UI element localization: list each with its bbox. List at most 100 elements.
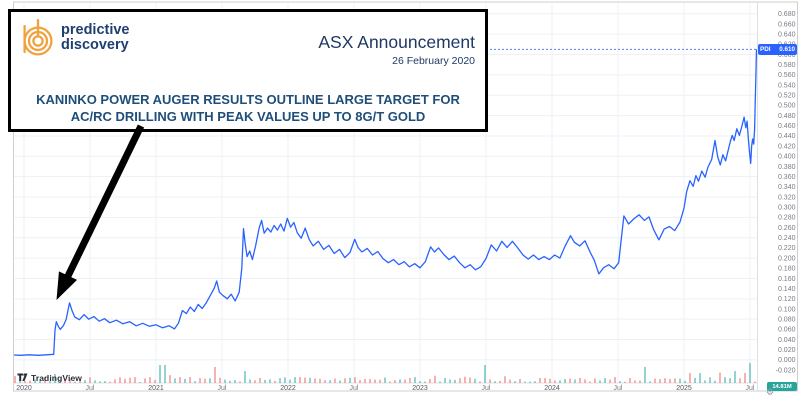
y-axis-tick-label[interactable]: 0.420: [778, 143, 796, 150]
y-axis-tick-label[interactable]: 0.180: [778, 266, 796, 273]
volume-bar: [419, 381, 421, 383]
y-axis-tick-label[interactable]: 0.100: [778, 306, 796, 313]
y-axis-tick-label[interactable]: 0.380: [778, 164, 796, 171]
volume-bar: [34, 379, 36, 383]
x-axis-tick-label[interactable]: Jul: [482, 385, 491, 392]
y-axis-tick-label[interactable]: 0.660: [778, 21, 796, 28]
y-axis-tick-label[interactable]: -0.020: [776, 367, 796, 374]
volume-bar: [294, 377, 296, 383]
volume-bar: [554, 380, 556, 383]
volume-bar: [249, 379, 251, 383]
volume-bar: [264, 379, 266, 383]
volume-bar: [344, 378, 346, 383]
volume-bar: [194, 381, 196, 383]
y-axis-tick-label[interactable]: 0.000: [778, 357, 796, 364]
volume-bar: [214, 367, 216, 383]
volume-bar: [104, 381, 106, 383]
volume-bar: [129, 377, 131, 383]
volume-bar: [329, 380, 331, 383]
volume-bar: [509, 379, 511, 383]
volume-bar: [669, 379, 671, 383]
price-tag-value: 0.610: [779, 46, 795, 53]
volume-bar: [664, 378, 666, 383]
y-axis-tick-label[interactable]: 0.320: [778, 194, 796, 201]
volume-bar: [604, 378, 606, 383]
volume-bar: [584, 379, 586, 383]
y-axis-tick-label[interactable]: 0.280: [778, 215, 796, 222]
y-axis-tick-label[interactable]: 0.120: [778, 296, 796, 303]
y-axis-tick-label[interactable]: 0.140: [778, 286, 796, 293]
volume-bar: [349, 377, 351, 383]
y-axis-tick-label[interactable]: 0.060: [778, 327, 796, 334]
volume-bar: [654, 378, 656, 383]
volume-bar: [74, 381, 76, 383]
tradingview-watermark[interactable]: TradingView: [17, 372, 82, 383]
y-axis-tick-label[interactable]: 0.640: [778, 31, 796, 38]
x-axis-tick-label[interactable]: 2024: [544, 385, 560, 392]
x-axis-tick-label[interactable]: Jul: [746, 385, 755, 392]
x-axis-tick-label[interactable]: 2025: [676, 385, 692, 392]
volume-bar: [644, 367, 646, 383]
y-axis-tick-label[interactable]: 0.160: [778, 276, 796, 283]
y-axis-tick-label[interactable]: 0.600: [778, 52, 796, 59]
y-axis-tick-label[interactable]: 0.580: [778, 62, 796, 69]
volume-bar: [174, 378, 176, 383]
volume-bar: [694, 377, 696, 383]
gear-icon[interactable]: ⚙: [766, 388, 775, 398]
volume-bar: [409, 378, 411, 383]
y-axis-tick-label[interactable]: 0.460: [778, 123, 796, 130]
volume-bar: [369, 379, 371, 383]
volume-bar: [239, 381, 241, 383]
y-axis-tick-label[interactable]: 0.540: [778, 82, 796, 89]
y-axis-tick-label[interactable]: 0.400: [778, 154, 796, 161]
logo-word-1: predictive: [61, 22, 130, 38]
x-axis-tick-label[interactable]: Jul: [614, 385, 623, 392]
x-axis-tick-label[interactable]: 2022: [280, 385, 296, 392]
volume-bar: [729, 378, 731, 383]
volume-bar: [544, 378, 546, 383]
y-axis-tick-label[interactable]: 0.340: [778, 184, 796, 191]
volume-bar: [64, 378, 66, 383]
volume-bar: [444, 378, 446, 383]
volume-bar: [19, 379, 21, 383]
volume-bar: [209, 378, 211, 383]
volume-bar: [179, 377, 181, 383]
volume-bar: [469, 377, 471, 383]
y-axis-tick-label[interactable]: 0.240: [778, 235, 796, 242]
volume-bar: [639, 380, 641, 383]
x-axis-tick-label[interactable]: Jul: [350, 385, 359, 392]
y-axis-tick-label[interactable]: 0.480: [778, 113, 796, 120]
x-axis-tick-label[interactable]: 2020: [16, 385, 32, 392]
volume-bar: [284, 377, 286, 383]
y-axis-tick-label[interactable]: 0.200: [778, 255, 796, 262]
volume-bar: [199, 377, 201, 383]
volume-bar: [714, 380, 716, 383]
x-axis-tick-label[interactable]: Jul: [218, 385, 227, 392]
y-axis-tick-label[interactable]: 0.680: [778, 11, 796, 18]
volume-bar: [224, 379, 226, 383]
y-axis-tick-label[interactable]: 0.440: [778, 133, 796, 140]
volume-bar: [319, 378, 321, 383]
tradingview-logo-icon: [17, 373, 28, 381]
y-axis-tick-label[interactable]: 0.560: [778, 72, 796, 79]
volume-bar: [54, 374, 56, 383]
x-axis-tick-label[interactable]: 2021: [148, 385, 164, 392]
x-axis-tick-label[interactable]: 2023: [412, 385, 428, 392]
y-axis-tick-label[interactable]: 0.360: [778, 174, 796, 181]
y-axis-tick-label[interactable]: 0.080: [778, 316, 796, 323]
y-axis-tick-label[interactable]: 0.040: [778, 337, 796, 344]
y-axis-tick-label[interactable]: 0.020: [778, 347, 796, 354]
y-axis-tick-label[interactable]: 0.260: [778, 225, 796, 232]
predictive-discovery-logo-icon: [23, 18, 53, 56]
volume-bar: [634, 380, 636, 383]
y-axis-tick-label[interactable]: 0.220: [778, 245, 796, 252]
volume-bar: [689, 372, 691, 383]
x-axis-tick-label[interactable]: Jul: [86, 385, 95, 392]
volume-bar: [309, 377, 311, 383]
y-axis-tick-label[interactable]: 0.300: [778, 205, 796, 212]
volume-bar: [579, 377, 581, 383]
y-axis-tick-label[interactable]: 0.500: [778, 103, 796, 110]
y-axis-tick-label[interactable]: 0.520: [778, 93, 796, 100]
volume-bar: [739, 378, 741, 383]
volume-bar: [684, 380, 686, 383]
